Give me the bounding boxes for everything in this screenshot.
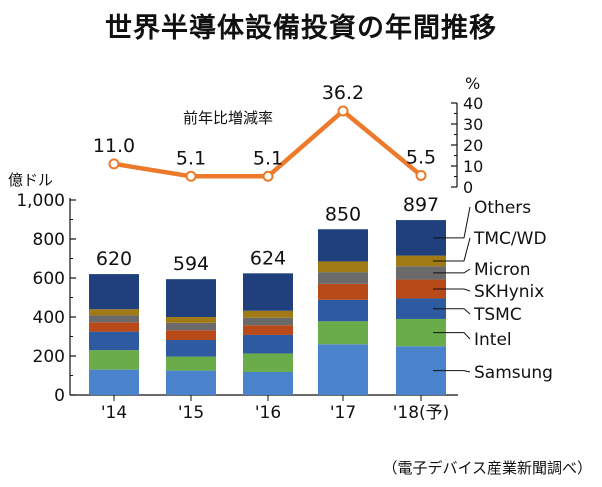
bar-segment-others xyxy=(89,274,139,310)
bar-segment-micron xyxy=(396,266,446,280)
bar-total-label: 594 xyxy=(173,253,209,275)
bar-x-tick-label: '16 xyxy=(255,403,281,423)
growth-value-label: 5.1 xyxy=(253,147,283,169)
bar-segment-intel xyxy=(318,321,368,345)
bar-segment-others xyxy=(243,273,293,311)
bar-segment-others xyxy=(318,229,368,262)
bar-segment-tsmc xyxy=(318,299,368,322)
legend-leader-line xyxy=(433,237,471,262)
bar-segment-samsung xyxy=(243,371,293,395)
bar-segment-intel xyxy=(89,350,139,370)
bar-segment-tmc-wd xyxy=(166,317,216,323)
bar-total-label: 620 xyxy=(96,248,132,270)
legend-label-tsmc: TSMC xyxy=(473,305,522,325)
bar-segment-skhynix xyxy=(166,330,216,341)
bar-segment-micron xyxy=(318,272,368,284)
bar-segment-tsmc xyxy=(243,334,293,354)
bar-segment-samsung xyxy=(318,344,368,395)
line-y-tick-label: 0 xyxy=(463,178,473,197)
legend-leader-line xyxy=(433,308,471,315)
legend-label-samsung: Samsung xyxy=(474,363,553,383)
legend-label-intel: Intel xyxy=(474,330,512,350)
bar-segment-micron xyxy=(89,315,139,323)
bar-x-tick-label: '14 xyxy=(101,403,127,423)
line-y-tick-label: 40 xyxy=(463,94,483,113)
bar-x-tick-label: '15 xyxy=(178,403,204,423)
line-title: 前年比増減率 xyxy=(183,109,273,127)
growth-value-label: 5.1 xyxy=(176,147,206,169)
growth-point xyxy=(415,169,427,181)
bar-segment-micron xyxy=(166,322,216,331)
growth-point xyxy=(262,170,274,182)
legend-leader-line xyxy=(433,332,471,340)
growth-point xyxy=(337,105,349,117)
bar-segment-tmc-wd xyxy=(318,261,368,273)
legend-label-skhynix: SKHynix xyxy=(474,282,544,302)
bar-y-tick-label: 800 xyxy=(33,230,65,250)
legend-leader-line xyxy=(433,288,471,292)
bar-y-tick-label: 200 xyxy=(33,347,65,367)
bar-segment-intel xyxy=(243,353,293,372)
growth-value-label: 11.0 xyxy=(93,135,135,157)
bar-segment-intel xyxy=(166,356,216,371)
bar-total-label: 850 xyxy=(325,203,361,225)
line-y-tick-label: 20 xyxy=(463,136,483,155)
bar-segment-tmc-wd xyxy=(396,255,446,267)
bar-segment-skhynix xyxy=(89,322,139,332)
bar-segment-skhynix xyxy=(396,279,446,299)
growth-point xyxy=(185,170,197,182)
bar-y-tick-label: 400 xyxy=(33,308,65,328)
bar-total-label: 897 xyxy=(403,194,439,216)
bar-segment-micron xyxy=(243,317,293,326)
bar-segment-tsmc xyxy=(89,331,139,351)
legend-label-others: Others xyxy=(474,198,531,218)
bar-x-tick-label: '18(予) xyxy=(393,403,450,423)
bar-segment-tsmc xyxy=(166,340,216,357)
bar-segment-samsung xyxy=(166,370,216,395)
line-y-tick-label: 30 xyxy=(463,115,483,134)
line-unit-label: % xyxy=(465,74,480,93)
bar-segment-samsung xyxy=(89,369,139,395)
legend-leader-line xyxy=(433,268,471,274)
growth-value-label: 36.2 xyxy=(322,82,364,104)
bar-segment-skhynix xyxy=(318,283,368,300)
bar-total-label: 624 xyxy=(250,247,286,269)
bar-segment-tmc-wd xyxy=(243,310,293,318)
bar-x-tick-label: '17 xyxy=(330,403,356,423)
legend-label-tmc-wd: TMC/WD xyxy=(473,229,547,249)
bar-segment-tmc-wd xyxy=(89,309,139,316)
legend-leader-line xyxy=(433,206,471,239)
bar-y-tick-label: 0 xyxy=(54,386,65,406)
source-note: （電子デバイス産業新聞調べ） xyxy=(382,459,592,477)
bar-segment-others xyxy=(166,279,216,317)
bar-unit-label: 億ドル xyxy=(8,171,53,189)
bar-y-tick-label: 600 xyxy=(33,269,65,289)
line-y-tick-label: 10 xyxy=(463,157,483,176)
legend-label-micron: Micron xyxy=(474,260,531,280)
growth-value-label: 5.5 xyxy=(406,146,436,168)
bar-segment-tsmc xyxy=(396,298,446,319)
bar-y-tick-label: 1,000 xyxy=(16,191,65,211)
growth-point xyxy=(108,158,120,170)
legend-leader-line xyxy=(433,370,471,373)
bar-segment-skhynix xyxy=(243,325,293,335)
chart-title: 世界半導体設備投資の年間推移 xyxy=(105,13,497,44)
